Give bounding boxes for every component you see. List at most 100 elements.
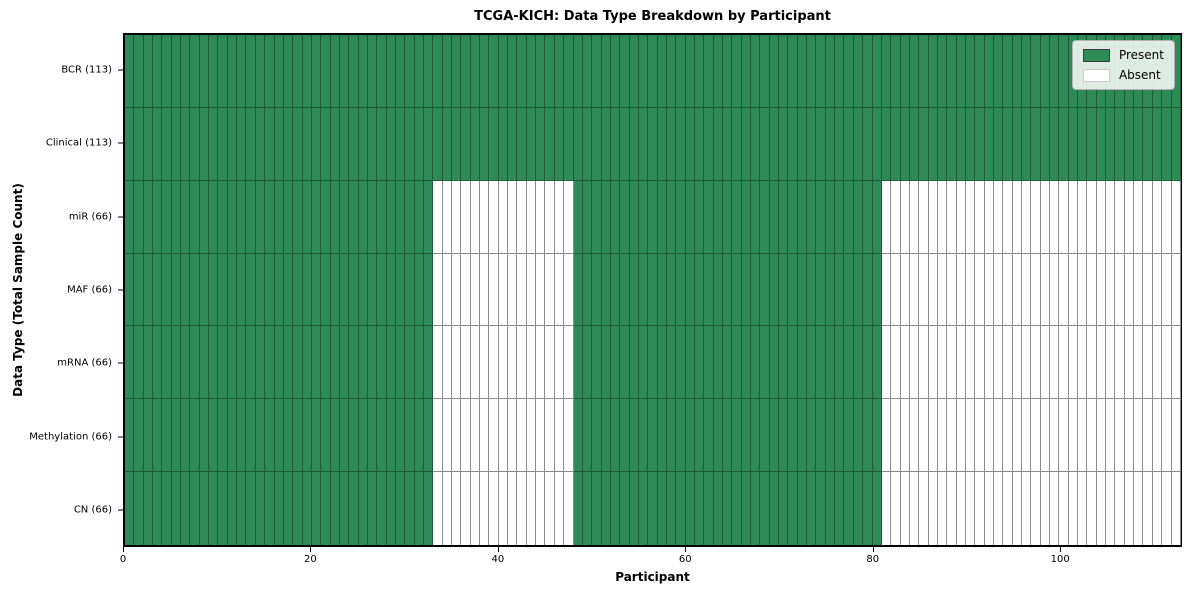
heatmap-cell xyxy=(302,472,312,546)
heatmap-cell xyxy=(1124,253,1135,327)
heatmap-cell xyxy=(844,107,854,181)
heatmap-cell xyxy=(424,35,434,108)
heatmap-cell xyxy=(181,253,191,327)
heatmap-cell xyxy=(685,399,695,473)
heatmap-cell xyxy=(377,107,387,181)
heatmap-cell xyxy=(1059,399,1069,473)
heatmap-cell xyxy=(993,107,1004,181)
heatmap-row-methylation xyxy=(125,399,1181,473)
heatmap-cell xyxy=(582,253,593,327)
heatmap-cell xyxy=(797,399,808,473)
heatmap-cell xyxy=(788,180,798,254)
heatmap-cell xyxy=(984,253,994,327)
legend-label: Absent xyxy=(1118,68,1161,82)
heatmap-cell xyxy=(956,472,966,546)
heatmap-cell xyxy=(1106,253,1116,327)
heatmap-cell xyxy=(1022,35,1032,108)
heatmap-cell xyxy=(657,107,667,181)
heatmap-cell xyxy=(1143,472,1153,546)
heatmap-cell xyxy=(610,35,621,108)
x-tick-mark xyxy=(1060,547,1062,552)
heatmap-cell xyxy=(919,253,929,327)
heatmap-cell xyxy=(816,472,826,546)
heatmap-cell xyxy=(788,399,798,473)
heatmap-cell xyxy=(143,399,154,473)
heatmap-cell xyxy=(311,180,322,254)
heatmap-cell xyxy=(246,399,256,473)
heatmap-cell xyxy=(452,326,462,400)
heatmap-cell xyxy=(452,35,462,108)
heatmap-cell xyxy=(638,399,649,473)
heatmap-cell xyxy=(293,326,303,400)
heatmap-cell xyxy=(480,107,490,181)
heatmap-cell xyxy=(732,472,742,546)
heatmap-cell xyxy=(199,472,210,546)
heatmap-cell xyxy=(1068,180,1079,254)
heatmap-cell xyxy=(676,253,686,327)
heatmap-cell xyxy=(554,253,565,327)
heatmap-cell xyxy=(480,399,490,473)
legend-item-present: Present xyxy=(1082,48,1164,62)
legend-swatch-present xyxy=(1082,48,1110,62)
heatmap-cell xyxy=(1106,399,1116,473)
heatmap-cell xyxy=(564,326,574,400)
heatmap-cell xyxy=(928,472,938,546)
heatmap-cell xyxy=(919,180,929,254)
heatmap-cell xyxy=(573,180,583,254)
heatmap-cell xyxy=(891,326,901,400)
heatmap-cell xyxy=(461,180,471,254)
heatmap-cell xyxy=(779,107,789,181)
heatmap-cell xyxy=(339,253,350,327)
heatmap-cell xyxy=(339,180,350,254)
heatmap-cell xyxy=(648,180,658,254)
heatmap-cell xyxy=(134,35,144,108)
heatmap-cell xyxy=(891,399,901,473)
heatmap-cell xyxy=(629,35,639,108)
heatmap-cell xyxy=(255,326,266,400)
heatmap-cell xyxy=(872,180,882,254)
heatmap-cell xyxy=(657,472,667,546)
heatmap-cell xyxy=(751,472,761,546)
heatmap-cell xyxy=(358,472,368,546)
heatmap-cell xyxy=(807,253,817,327)
x-tick-mark xyxy=(685,547,687,552)
heatmap-cell xyxy=(395,180,406,254)
heatmap-cell xyxy=(947,326,957,400)
heatmap-cell xyxy=(666,399,677,473)
x-axis-label: Participant xyxy=(615,570,690,584)
heatmap-cell xyxy=(975,180,985,254)
heatmap-cell xyxy=(723,180,733,254)
heatmap-cell xyxy=(1040,472,1051,546)
heatmap-cell xyxy=(947,107,957,181)
heatmap-cell xyxy=(900,472,910,546)
y-tick-label: Clinical (113) xyxy=(45,137,112,149)
heatmap-cell xyxy=(237,399,247,473)
heatmap-row-mir xyxy=(125,180,1181,254)
heatmap-cell xyxy=(863,253,873,327)
heatmap-cell xyxy=(1162,326,1172,400)
heatmap-cell xyxy=(947,180,957,254)
heatmap-cell xyxy=(367,472,378,546)
heatmap-cell xyxy=(666,180,677,254)
x-tick-label: 20 xyxy=(304,554,317,565)
heatmap-cell xyxy=(844,472,854,546)
heatmap-cell xyxy=(900,35,910,108)
heatmap-cell xyxy=(741,399,752,473)
heatmap-cell xyxy=(181,180,191,254)
y-tick-mark xyxy=(118,362,123,364)
heatmap-cell xyxy=(1162,472,1172,546)
heatmap-cell xyxy=(377,399,387,473)
heatmap-cell xyxy=(694,326,705,400)
heatmap-cell xyxy=(564,399,574,473)
heatmap-cell xyxy=(442,107,453,181)
heatmap-cell xyxy=(255,472,266,546)
heatmap-cell xyxy=(274,472,284,546)
heatmap-cell xyxy=(610,472,621,546)
heatmap-cell xyxy=(732,107,742,181)
heatmap-cell xyxy=(1012,180,1022,254)
x-tick-label: 80 xyxy=(866,554,880,565)
heatmap-cell xyxy=(713,472,723,546)
heatmap-cell xyxy=(713,107,723,181)
heatmap-cell xyxy=(461,35,471,108)
heatmap-cell xyxy=(975,107,985,181)
